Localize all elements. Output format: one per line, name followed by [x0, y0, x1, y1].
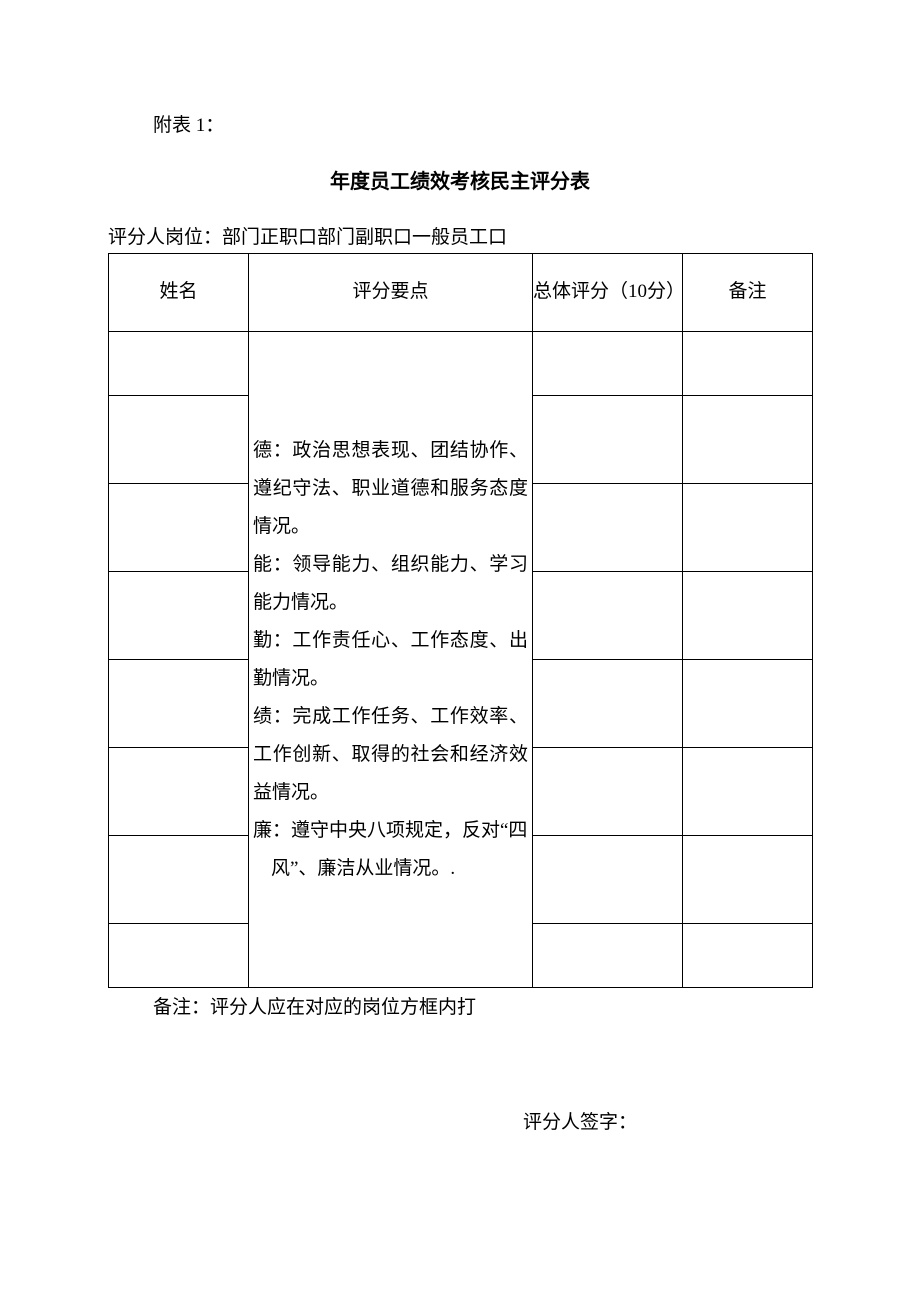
- criteria-neng: 能：领导能力、组织能力、学习能力情况。: [253, 546, 528, 622]
- document-title: 年度员工绩效考核民主评分表: [108, 165, 812, 194]
- score-cell: [533, 396, 683, 484]
- criteria-lian-2: 风”、廉洁从业情况。.: [253, 850, 528, 888]
- note-cell: [683, 836, 813, 924]
- note-cell: [683, 484, 813, 572]
- attachment-label: 附表 1：: [153, 110, 812, 137]
- table-header-row: 姓名 评分要点 总体评分（10分） 备注: [109, 254, 813, 332]
- header-name: 姓名: [109, 254, 249, 332]
- criteria-lian-1: 廉：遵守中央八项规定，反对“四: [253, 812, 528, 850]
- note-cell: [683, 332, 813, 396]
- name-cell: [109, 484, 249, 572]
- score-cell: [533, 748, 683, 836]
- name-cell: [109, 836, 249, 924]
- score-cell: [533, 836, 683, 924]
- note-cell: [683, 748, 813, 836]
- score-cell: [533, 660, 683, 748]
- signature-label: 评分人签字：: [348, 1107, 812, 1134]
- score-cell: [533, 332, 683, 396]
- header-points: 评分要点: [249, 254, 533, 332]
- note-cell: [683, 924, 813, 988]
- position-line: 评分人岗位：部门正职口部门副职口一般员工口: [108, 222, 812, 249]
- name-cell: [109, 572, 249, 660]
- table-row: 德：政治思想表现、团结协作、遵纪守法、职业道德和服务态度情况。 能：领导能力、组…: [109, 332, 813, 396]
- criteria-de: 德：政治思想表现、团结协作、遵纪守法、职业道德和服务态度情况。: [253, 432, 528, 546]
- name-cell: [109, 748, 249, 836]
- note-cell: [683, 572, 813, 660]
- header-score: 总体评分（10分）: [533, 254, 683, 332]
- document-page: 附表 1： 年度员工绩效考核民主评分表 评分人岗位：部门正职口部门副职口一般员工…: [0, 0, 920, 1134]
- name-cell: [109, 660, 249, 748]
- criteria-qin: 勤：工作责任心、工作态度、出勤情况。: [253, 622, 528, 698]
- score-cell: [533, 924, 683, 988]
- footer-note: 备注：评分人应在对应的岗位方框内打: [153, 992, 812, 1019]
- name-cell: [109, 332, 249, 396]
- name-cell: [109, 924, 249, 988]
- header-note: 备注: [683, 254, 813, 332]
- evaluation-table: 姓名 评分要点 总体评分（10分） 备注 德：政治思想表现、团结协作、遵纪守法、…: [108, 253, 813, 988]
- note-cell: [683, 396, 813, 484]
- criteria-cell: 德：政治思想表现、团结协作、遵纪守法、职业道德和服务态度情况。 能：领导能力、组…: [249, 332, 533, 988]
- score-cell: [533, 484, 683, 572]
- score-cell: [533, 572, 683, 660]
- name-cell: [109, 396, 249, 484]
- criteria-ji: 绩：完成工作任务、工作效率、工作创新、取得的社会和经济效益情况。: [253, 698, 528, 812]
- note-cell: [683, 660, 813, 748]
